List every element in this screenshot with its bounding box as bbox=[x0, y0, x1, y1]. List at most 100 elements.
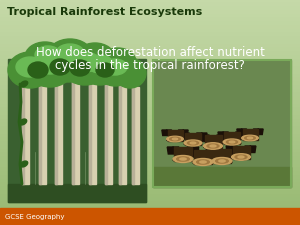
Bar bbox=[8, 59, 146, 202]
Ellipse shape bbox=[232, 154, 250, 160]
Polygon shape bbox=[178, 130, 184, 135]
Bar bbox=[105, 80, 112, 184]
Ellipse shape bbox=[97, 54, 133, 86]
Polygon shape bbox=[206, 149, 213, 156]
Polygon shape bbox=[245, 146, 251, 153]
Ellipse shape bbox=[177, 157, 189, 161]
Ellipse shape bbox=[70, 52, 100, 72]
Ellipse shape bbox=[193, 158, 213, 166]
Bar bbox=[0, 135, 300, 139]
Bar bbox=[0, 138, 300, 142]
Ellipse shape bbox=[61, 45, 109, 85]
Bar bbox=[0, 116, 300, 120]
Bar bbox=[174, 147, 192, 161]
Bar bbox=[0, 41, 300, 45]
Bar bbox=[0, 14, 300, 19]
Bar bbox=[0, 127, 300, 131]
Ellipse shape bbox=[216, 159, 228, 163]
Ellipse shape bbox=[245, 136, 255, 140]
Polygon shape bbox=[201, 133, 207, 139]
Bar bbox=[0, 59, 300, 64]
Bar bbox=[0, 168, 300, 173]
Bar bbox=[0, 176, 300, 180]
Bar bbox=[22, 85, 24, 184]
Ellipse shape bbox=[238, 156, 244, 158]
Polygon shape bbox=[226, 146, 232, 153]
Bar bbox=[0, 33, 300, 38]
Polygon shape bbox=[231, 146, 237, 153]
Ellipse shape bbox=[210, 145, 216, 147]
Ellipse shape bbox=[248, 137, 253, 139]
Ellipse shape bbox=[80, 49, 120, 85]
Bar bbox=[243, 129, 258, 140]
Bar bbox=[0, 157, 300, 161]
Bar bbox=[72, 75, 74, 184]
Bar bbox=[22, 85, 29, 184]
Ellipse shape bbox=[20, 161, 28, 167]
Bar bbox=[89, 77, 91, 184]
Polygon shape bbox=[184, 133, 189, 139]
Polygon shape bbox=[232, 149, 238, 156]
Polygon shape bbox=[198, 135, 204, 142]
Bar bbox=[119, 82, 126, 184]
Bar bbox=[153, 60, 291, 187]
Bar bbox=[0, 149, 300, 154]
Bar bbox=[224, 132, 240, 144]
Ellipse shape bbox=[53, 50, 83, 70]
Ellipse shape bbox=[48, 39, 92, 71]
Ellipse shape bbox=[26, 47, 74, 87]
Bar bbox=[0, 52, 300, 56]
Bar bbox=[0, 82, 300, 86]
Ellipse shape bbox=[226, 140, 238, 144]
Ellipse shape bbox=[212, 160, 232, 164]
Ellipse shape bbox=[193, 161, 213, 165]
Polygon shape bbox=[162, 130, 167, 135]
Ellipse shape bbox=[70, 60, 90, 76]
Ellipse shape bbox=[25, 42, 65, 72]
Ellipse shape bbox=[167, 139, 183, 141]
Polygon shape bbox=[237, 129, 242, 135]
Bar bbox=[0, 29, 300, 34]
Polygon shape bbox=[236, 132, 241, 138]
Bar bbox=[0, 48, 300, 52]
Text: Tropical Rainforest Ecosystems: Tropical Rainforest Ecosystems bbox=[7, 7, 202, 17]
Ellipse shape bbox=[100, 48, 136, 76]
Bar bbox=[0, 3, 300, 7]
Ellipse shape bbox=[219, 160, 225, 162]
Polygon shape bbox=[217, 135, 223, 142]
Ellipse shape bbox=[20, 81, 28, 87]
Bar bbox=[89, 77, 96, 184]
Ellipse shape bbox=[8, 52, 52, 88]
Bar bbox=[0, 101, 300, 105]
Bar bbox=[0, 45, 300, 49]
Bar bbox=[213, 149, 231, 163]
Ellipse shape bbox=[207, 144, 219, 148]
Bar bbox=[55, 73, 57, 184]
Bar bbox=[8, 184, 146, 202]
Polygon shape bbox=[250, 146, 256, 153]
Bar bbox=[0, 93, 300, 97]
Bar bbox=[132, 87, 134, 184]
Ellipse shape bbox=[75, 43, 115, 73]
Bar bbox=[0, 112, 300, 116]
Polygon shape bbox=[240, 132, 246, 138]
Bar bbox=[0, 191, 300, 195]
Bar bbox=[0, 7, 300, 11]
Ellipse shape bbox=[235, 155, 247, 159]
Bar bbox=[39, 77, 46, 184]
Ellipse shape bbox=[35, 46, 61, 64]
Ellipse shape bbox=[56, 44, 84, 62]
Ellipse shape bbox=[180, 158, 186, 160]
Bar bbox=[0, 194, 300, 199]
Bar bbox=[119, 82, 121, 184]
Bar bbox=[0, 71, 300, 75]
Bar bbox=[0, 67, 300, 71]
Bar bbox=[0, 221, 300, 225]
Ellipse shape bbox=[50, 59, 70, 75]
Bar bbox=[205, 135, 222, 148]
Bar bbox=[0, 78, 300, 83]
Bar bbox=[0, 97, 300, 101]
Bar bbox=[0, 206, 300, 210]
Polygon shape bbox=[193, 147, 199, 154]
Bar bbox=[105, 80, 107, 184]
